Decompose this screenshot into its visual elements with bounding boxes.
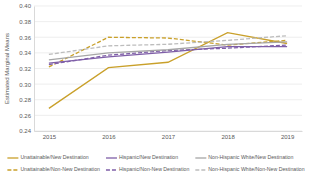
series-line xyxy=(49,42,287,60)
legend-item: Hispanic/New Destination xyxy=(106,154,178,160)
legend-swatch xyxy=(195,169,206,170)
y-tick-label: 0.26 xyxy=(19,113,31,119)
series-line xyxy=(49,33,287,109)
lines xyxy=(49,33,287,109)
legend-label: Non-Hispanic White/New Destination xyxy=(208,154,293,160)
y-tick: 0.24 xyxy=(19,128,34,134)
y-tick: 0.28 xyxy=(19,97,34,103)
x-axis-line xyxy=(35,131,303,132)
series-line xyxy=(49,36,287,55)
chart: 0.24 0.26 0.28 0.30 0.32 0.34 0.36 0.38 0.40 2015… xyxy=(0,0,312,183)
y-tick: 0.26 xyxy=(19,113,34,119)
legend: Unattainable/New Destination Unattainable… xyxy=(7,154,304,172)
grid-line xyxy=(34,84,302,85)
grid-line xyxy=(34,115,302,116)
grid-line xyxy=(34,131,302,132)
legend-swatch xyxy=(106,169,117,170)
series-line xyxy=(49,45,287,65)
grid xyxy=(34,6,302,131)
legend-swatch xyxy=(195,157,206,158)
legend-label: Hispanic/Non-New Destination xyxy=(119,166,189,172)
legend-swatch xyxy=(7,169,18,170)
legend-swatch xyxy=(7,157,18,158)
plot: 0.24 0.26 0.28 0.30 0.32 0.34 0.36 0.38 0.40 2015… xyxy=(19,3,302,140)
y-tick: 0.30 xyxy=(19,82,34,88)
y-tick-label: 0.40 xyxy=(19,3,31,9)
x-tick-label: 2017 xyxy=(162,134,176,140)
x-tick: 2016 xyxy=(102,131,116,140)
y-tick: 0.32 xyxy=(19,66,34,72)
y-tick: 0.34 xyxy=(19,50,34,56)
grid-line xyxy=(34,6,302,7)
legend-label: Unattainable/Non-New Destination xyxy=(20,166,100,172)
y-tick-label: 0.24 xyxy=(19,128,31,134)
y-tick-label: 0.36 xyxy=(19,35,31,41)
y-axis-title: Estimated Marginal Means xyxy=(4,33,10,104)
grid-line xyxy=(34,21,302,22)
y-tick-label: 0.34 xyxy=(19,50,31,56)
x-axis: 2015 2016 2017 2018 2019 xyxy=(35,131,303,140)
y-tick: 0.36 xyxy=(19,35,34,41)
y-tick: 0.38 xyxy=(19,19,34,25)
y-axis: 0.24 0.26 0.28 0.30 0.32 0.34 0.36 0.38 0.40 xyxy=(19,3,34,134)
legend-label: Hispanic/New Destination xyxy=(119,154,178,160)
x-tick: 2019 xyxy=(281,131,295,140)
x-tick: 2015 xyxy=(43,131,57,140)
legend-label: Non-Hispanic White/Non-New Destination xyxy=(208,166,304,172)
x-tick-label: 2019 xyxy=(281,134,295,140)
grid-line xyxy=(34,99,302,100)
legend-item: Unattainable/New Destination xyxy=(7,154,88,160)
y-tick-label: 0.32 xyxy=(19,66,31,72)
legend-label: Unattainable/New Destination xyxy=(20,154,88,160)
y-tick-label: 0.30 xyxy=(19,82,31,88)
x-tick: 2017 xyxy=(162,131,176,140)
legend-swatch xyxy=(106,157,117,158)
y-tick-label: 0.28 xyxy=(19,97,31,103)
series-line xyxy=(49,37,287,67)
x-tick-label: 2016 xyxy=(102,134,116,140)
x-tick-label: 2015 xyxy=(43,134,57,140)
x-tick: 2018 xyxy=(221,131,235,140)
x-tick-label: 2018 xyxy=(221,134,235,140)
legend-item: Non-Hispanic White/New Destination xyxy=(195,154,293,160)
y-tick: 0.40 xyxy=(19,3,34,9)
legend-item: Unattainable/Non-New Destination xyxy=(7,166,100,172)
legend-item: Non-Hispanic White/Non-New Destination xyxy=(195,166,304,172)
grid-line xyxy=(34,68,302,69)
y-axis-line xyxy=(34,7,35,132)
y-tick-label: 0.38 xyxy=(19,19,31,25)
legend-item: Hispanic/Non-New Destination xyxy=(106,166,189,172)
